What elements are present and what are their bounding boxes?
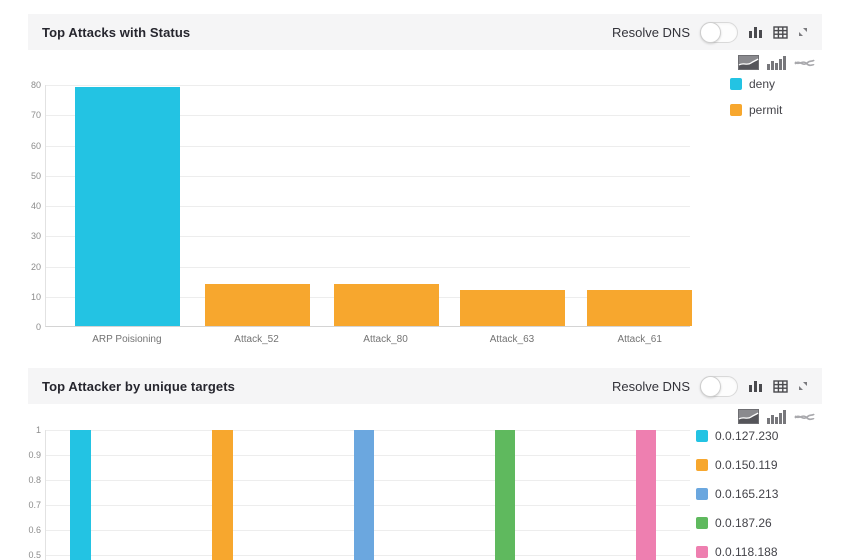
y-tick-label: 30 xyxy=(30,231,41,242)
x-axis-label: Attack_52 xyxy=(234,334,279,345)
x-axis-label: Attack_80 xyxy=(363,334,408,345)
plot xyxy=(45,430,690,560)
bar-chart-icon[interactable] xyxy=(767,409,786,424)
legend-swatch xyxy=(696,459,708,471)
legend: deny permit xyxy=(730,77,782,117)
y-tick-label: 1 xyxy=(35,425,41,435)
bar[interactable] xyxy=(635,430,657,560)
y-tick-label: 0.6 xyxy=(28,525,41,535)
resolve-dns-toggle[interactable] xyxy=(700,375,738,397)
legend-item[interactable]: permit xyxy=(730,103,782,117)
column-chart-icon[interactable] xyxy=(748,379,763,393)
legend-label: 0.0.150.119 xyxy=(715,458,778,472)
y-tick-label: 0 xyxy=(35,322,41,332)
expand-icon[interactable] xyxy=(798,381,808,391)
gridline xyxy=(46,145,690,147)
chart-type-switcher xyxy=(738,55,815,70)
x-axis-label: Attack_61 xyxy=(617,334,662,345)
bar-chart-icon[interactable] xyxy=(767,55,786,70)
legend-swatch xyxy=(696,488,708,500)
chart-type-switcher xyxy=(738,409,815,424)
legend-swatch xyxy=(730,104,742,116)
legend-item[interactable]: 0.0.127.230 xyxy=(696,429,778,443)
area-chart-icon[interactable] xyxy=(738,409,759,424)
resolve-dns-label: Resolve DNS xyxy=(611,378,690,394)
bar[interactable] xyxy=(75,87,181,326)
legend-label: permit xyxy=(749,103,783,117)
legend-label: 0.0.118.188 xyxy=(715,545,778,559)
stream-chart-icon[interactable] xyxy=(794,56,815,69)
stream-chart-icon[interactable] xyxy=(794,410,815,423)
gridline xyxy=(46,85,690,86)
y-tick-label: 70 xyxy=(30,110,41,121)
gridline xyxy=(46,115,690,117)
y-tick-label: 50 xyxy=(30,170,41,181)
legend: 0.0.127.230 0.0.150.119 0.0.165.213 0.0.187… xyxy=(696,429,778,559)
bar[interactable] xyxy=(587,289,693,326)
legend-label: 0.0.187.26 xyxy=(715,516,772,530)
panel-header: Top Attacks with Status Resolve DNS xyxy=(28,14,822,50)
y-axis: 0 10 20 30 40 50 60 70 80 xyxy=(28,80,45,332)
bar[interactable] xyxy=(459,289,565,326)
y-axis: 00.10.20.30.40.50.60.70.80.91 xyxy=(28,425,45,560)
y-tick-label: 80 xyxy=(30,80,41,90)
table-icon[interactable] xyxy=(773,379,788,393)
expand-icon[interactable] xyxy=(798,27,808,37)
header-controls: Resolve DNS xyxy=(611,375,808,397)
legend-swatch xyxy=(696,430,708,442)
legend-swatch xyxy=(696,546,708,558)
y-tick-label: 40 xyxy=(30,201,41,211)
y-tick-label: 0.5 xyxy=(28,550,41,560)
legend-label: deny xyxy=(749,77,776,91)
resolve-dns-toggle[interactable] xyxy=(700,21,738,43)
gridline xyxy=(46,266,690,268)
plot xyxy=(45,85,693,327)
y-tick-label: 60 xyxy=(30,140,41,151)
area-chart-icon[interactable] xyxy=(738,55,759,70)
legend-label: 0.0.165.213 xyxy=(715,487,779,501)
legend-swatch xyxy=(696,517,708,529)
gridline xyxy=(46,175,690,177)
legend-swatch xyxy=(730,78,742,90)
legend-item[interactable]: 0.0.118.188 xyxy=(696,545,778,559)
legend-item[interactable]: 0.0.150.119 xyxy=(696,458,778,472)
bar[interactable] xyxy=(333,283,439,326)
legend-label: 0.0.127.230 xyxy=(715,429,779,443)
header-controls: Resolve DNS xyxy=(611,21,808,43)
chart-area: 0 10 20 30 40 50 60 70 80 xyxy=(28,80,693,332)
y-tick-label: 20 xyxy=(30,261,41,272)
chart-area: 00.10.20.30.40.50.60.70.80.91 xyxy=(28,425,690,560)
table-icon[interactable] xyxy=(773,25,788,39)
bar[interactable] xyxy=(494,430,516,560)
bar[interactable] xyxy=(353,430,375,560)
legend-item[interactable]: deny xyxy=(730,77,782,91)
bar[interactable] xyxy=(212,430,233,560)
gridline xyxy=(46,206,690,207)
gridline xyxy=(46,236,690,238)
y-tick-label: 0.9 xyxy=(28,450,41,460)
bar[interactable] xyxy=(70,430,92,560)
panel-top-attacks: Top Attacks with Status Resolve DNS xyxy=(28,14,822,360)
panel-title: Top Attacks with Status xyxy=(42,24,191,40)
y-tick-label: 10 xyxy=(30,291,41,302)
panel-title: Top Attacker by unique targets xyxy=(42,378,235,394)
toggle-knob xyxy=(700,21,721,43)
toggle-knob xyxy=(700,375,721,397)
bar[interactable] xyxy=(204,283,310,326)
panel-top-attacker: Top Attacker by unique targets Resolve D… xyxy=(28,368,822,560)
legend-item[interactable]: 0.0.165.213 xyxy=(696,487,778,501)
x-axis-label: ARP Poisioning xyxy=(92,334,162,345)
x-axis-labels: ARP Poisioning Attack_52 Attack_80 Attack_6… xyxy=(45,334,690,348)
resolve-dns-label: Resolve DNS xyxy=(611,24,690,40)
column-chart-icon[interactable] xyxy=(748,25,763,39)
panel-header: Top Attacker by unique targets Resolve D… xyxy=(28,368,822,404)
x-axis-label: Attack_63 xyxy=(489,334,535,345)
y-tick-label: 0.7 xyxy=(28,500,41,510)
y-tick-label: 0.8 xyxy=(28,475,41,485)
legend-item[interactable]: 0.0.187.26 xyxy=(696,516,778,530)
